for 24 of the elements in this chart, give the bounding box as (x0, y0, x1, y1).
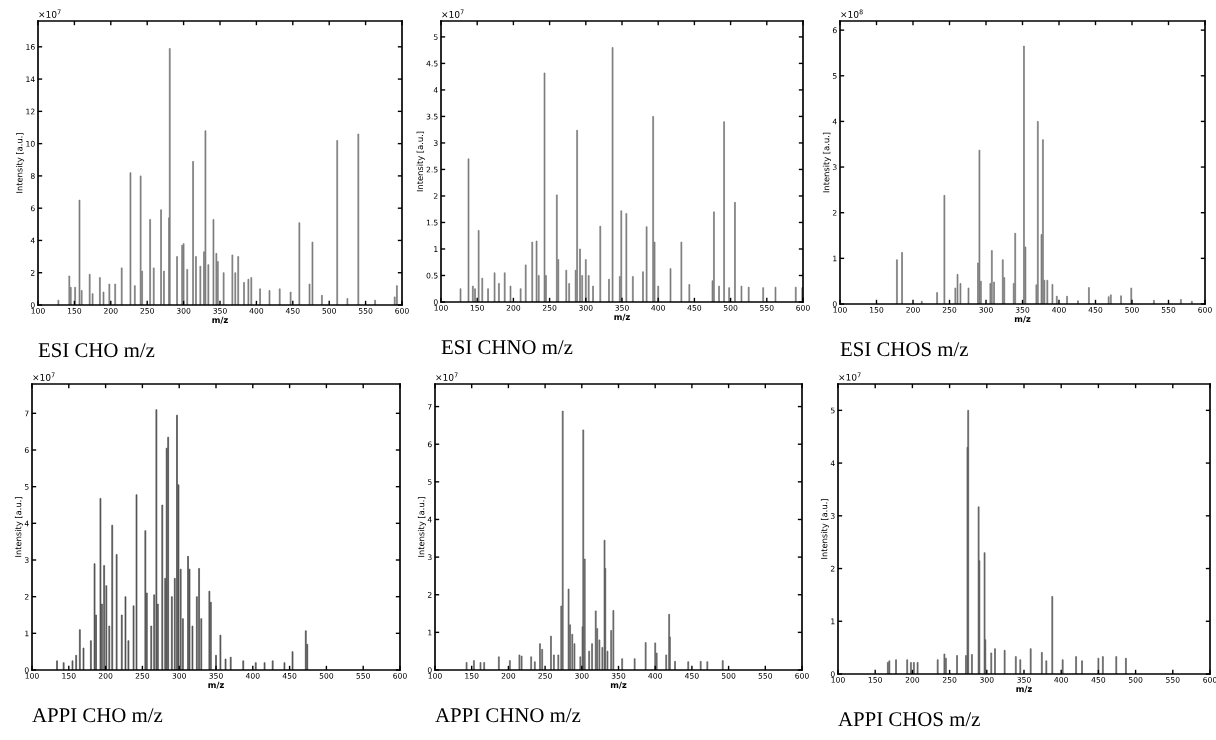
y-axis-title: Intensity [a.u.] (14, 497, 23, 557)
text: ESI CHO m/z (38, 343, 155, 358)
x-axis-title: m/z (208, 681, 224, 689)
x-axis-title: m/z (212, 316, 228, 324)
text: ×10$^{7}$ (436, 372, 458, 381)
x-axis-title: m/z (1014, 315, 1031, 323)
x-axis-title: m/z (1016, 685, 1032, 693)
text: APPI CHNO m/z (435, 708, 581, 723)
y-axis-title: Intensity [a.u.] (417, 497, 426, 557)
text: ×10$^{8}$ (841, 9, 863, 18)
text: ×10$^{7}$ (39, 9, 61, 18)
text: ESI CHNO m/z (441, 340, 573, 355)
text: APPI CHOS m/z (838, 712, 980, 727)
x-axis-title: m/z (610, 681, 627, 689)
y-axis-title: Intensity [a.u.] (822, 132, 831, 193)
text: ×10$^{7}$ (442, 9, 464, 18)
text: ×10$^{7}$ (839, 372, 861, 381)
text: ESI CHOS m/z (840, 342, 968, 357)
text: APPI CHO m/z (32, 708, 163, 723)
y-axis-title: Intensity [a.u.] (820, 499, 829, 559)
x-axis-title: m/z (614, 313, 630, 321)
text: ×10$^{7}$ (33, 372, 55, 381)
y-axis-title: Intensity [a.u.] (416, 131, 425, 192)
y-axis-title: Intensity [a.u.] (16, 133, 25, 193)
